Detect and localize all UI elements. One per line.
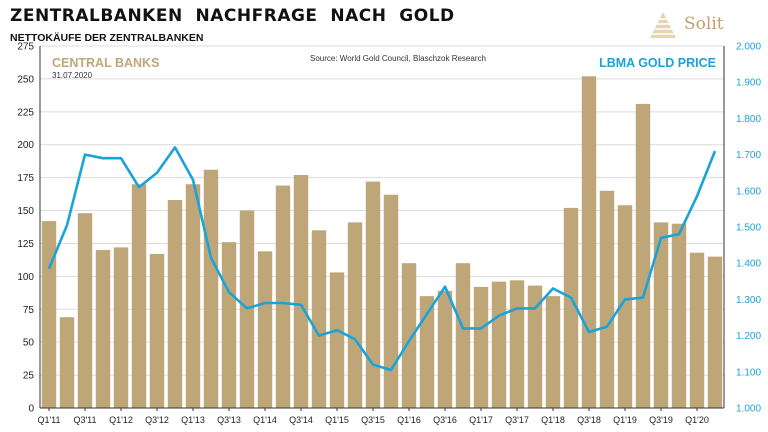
bar [113,247,129,408]
bar [437,290,453,408]
x-tick-label: Q3'15 [361,415,385,425]
x-tick-label: Q3'12 [145,415,169,425]
bar [167,200,183,408]
bar [221,242,237,408]
line-series [47,146,717,372]
y-right-tick-label: 1.500 [736,223,761,234]
y-left-tick-label: 25 [23,371,35,382]
bar [563,207,579,408]
x-tick-label: Q1'20 [685,415,709,425]
bar [311,230,327,408]
legend-gold-price: LBMA GOLD PRICE [599,56,716,70]
y-left-tick-label: 100 [17,272,34,283]
bar [41,221,57,408]
y-right-tick-label: 1.200 [736,331,761,342]
bar [59,317,75,408]
source-note: Source: World Gold Council, Blaschzok Re… [310,54,486,63]
legend-central-banks: CENTRAL BANKS [52,56,159,70]
bar [257,251,273,408]
x-tick-label: Q1'19 [613,415,637,425]
x-tick-label: Q1'11 [37,415,60,425]
x-tick-label: Q1'17 [469,415,493,425]
bar [707,256,723,408]
bar [401,263,417,408]
x-tick-label: Q1'12 [109,415,133,425]
y-right-tick-label: 1.100 [736,367,761,378]
bar [689,252,705,408]
bar [671,223,687,408]
bar [545,296,561,408]
x-tick-label: Q3'18 [577,415,601,425]
bar [77,213,93,408]
bar [365,181,381,408]
y-left-tick-label: 150 [17,206,34,217]
y-left-tick-label: 75 [23,305,35,316]
y-left-tick-label: 175 [17,173,34,184]
x-tick-label: Q1'18 [541,415,565,425]
bar [473,286,489,408]
bar [383,194,399,408]
x-tick-label: Q3'11 [73,415,96,425]
bar [329,272,345,408]
x-tick-label: Q3'14 [289,415,313,425]
pyramid-icon [650,12,676,38]
page-title: ZENTRALBANKEN NACHFRAGE NACH GOLD [10,6,455,26]
y-right-tick-label: 1.700 [736,150,761,161]
x-tick-label: Q1'14 [253,415,277,425]
bar [419,296,435,408]
y-left-tick-label: 200 [17,140,34,151]
y-left-tick-label: 275 [17,42,34,53]
logo-text: Solit [684,14,724,34]
axes: 0 25 50 75 100 125 150 175 200 225 250 275 1.000 1.10… [17,42,761,426]
solit-logo: Solit [646,10,756,40]
page-subtitle: NETTOKÄUFE DER ZENTRALBANKEN [10,32,204,44]
x-tick-label: Q1'13 [181,415,205,425]
date-label: 31.07.2020 [52,71,93,80]
bar [185,184,201,408]
bar [617,205,633,408]
y-left-tick-label: 225 [17,107,34,118]
x-tick-label: Q3'19 [649,415,673,425]
y-left-tick-label: 0 [28,404,34,415]
bar [635,103,651,409]
x-tick-label: Q3'16 [433,415,457,425]
bar [491,281,507,408]
bar [275,185,291,408]
x-tick-label: Q1'16 [397,415,421,425]
bar [149,253,165,408]
y-right-tick-label: 1.900 [736,78,761,89]
y-right-tick-label: 2.000 [736,42,761,53]
bar [95,250,111,408]
y-left-tick-label: 125 [17,239,34,250]
bar [527,285,543,408]
bar [293,175,309,408]
bar [347,222,363,408]
line-gold-price [47,146,717,372]
bar [509,280,525,408]
y-right-tick-label: 1.000 [736,404,761,415]
y-left-tick-label: 250 [17,74,34,85]
x-tick-label: Q3'13 [217,415,241,425]
bar [131,184,147,408]
y-right-tick-label: 1.300 [736,295,761,306]
bar [455,263,471,408]
y-left-tick-label: 50 [23,338,35,349]
y-right-tick-label: 1.400 [736,259,761,270]
bar [599,190,615,408]
bar [653,222,669,408]
x-tick-label: Q1'15 [325,415,349,425]
bars-central-banks [41,76,723,409]
bar [581,76,597,408]
bar [203,169,219,408]
y-right-tick-label: 1.600 [736,186,761,197]
y-right-tick-label: 1.800 [736,114,761,125]
x-tick-label: Q3'17 [505,415,529,425]
